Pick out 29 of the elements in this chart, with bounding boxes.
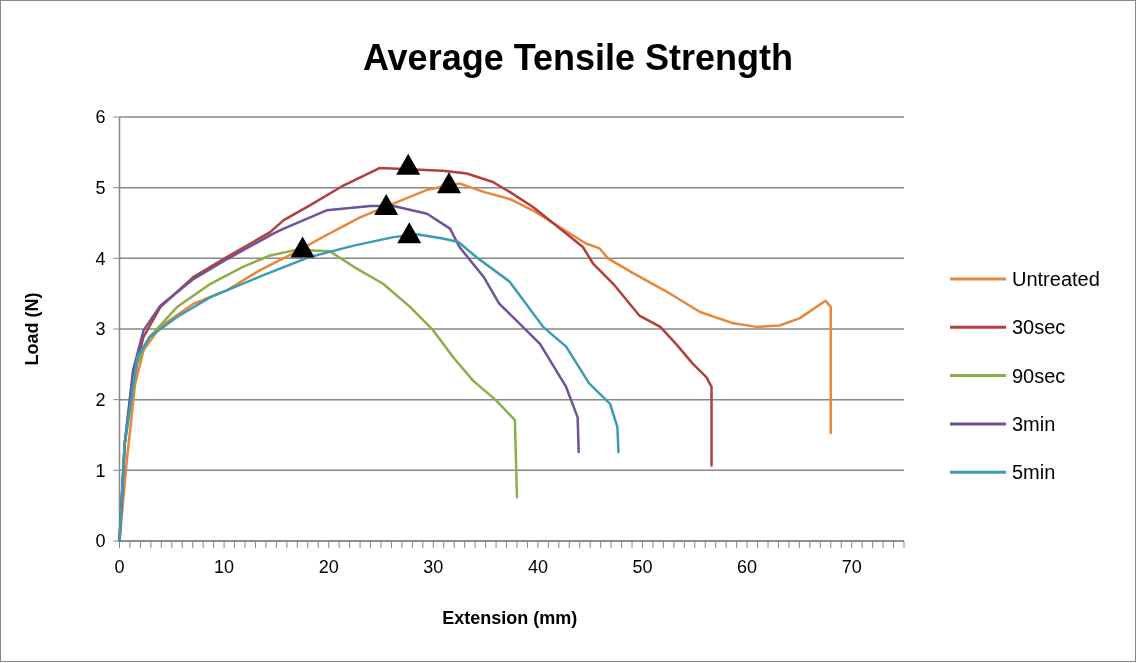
point [396,153,421,175]
x-tick-label: 50 [632,557,653,577]
y-tick-label: 6 [95,107,106,128]
y-tick-label: 4 [95,248,106,269]
line-series [118,233,620,543]
x-tick-label: 10 [214,557,235,577]
x-tick-label: 40 [527,557,548,577]
x-axis-title: Extension (mm) [442,608,578,628]
legend-label: 5min [1012,461,1056,484]
point [290,236,315,258]
y-tick-label: 5 [95,177,106,198]
point [374,194,399,216]
x-tick-label: 60 [737,557,758,577]
x-tick-label: 30 [423,557,444,577]
legend-label: 3min [1012,412,1056,435]
y-tick-label: 1 [95,460,106,481]
y-axis-title: Load (N) [22,292,42,366]
y-tick-label: 2 [95,389,106,410]
legend-label: 90sec [1012,364,1066,387]
y-tick-label: 3 [95,319,106,340]
legend-label: 30sec [1012,316,1066,339]
legend-label: Untreated [1012,268,1100,290]
y-tick-label: 0 [95,531,106,552]
x-tick-label: 70 [841,557,862,577]
point [436,172,461,194]
x-tick-label: 20 [318,557,339,577]
point [397,222,422,244]
chart-title: Average Tensile Strength [362,37,794,78]
x-tick-label: 0 [114,557,125,577]
